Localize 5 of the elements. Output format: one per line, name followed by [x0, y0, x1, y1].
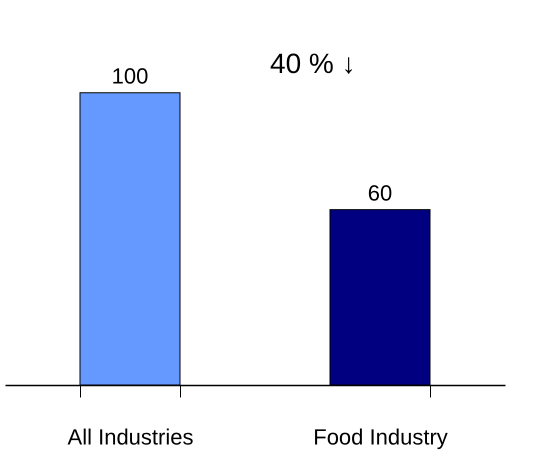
x-tick-label: All Industries [68, 424, 194, 450]
data-label: 100 [112, 64, 148, 89]
data-label: 60 [368, 180, 392, 206]
text: 40 % ↓ [270, 48, 356, 79]
x-tick-label: Food Industry [313, 424, 448, 450]
